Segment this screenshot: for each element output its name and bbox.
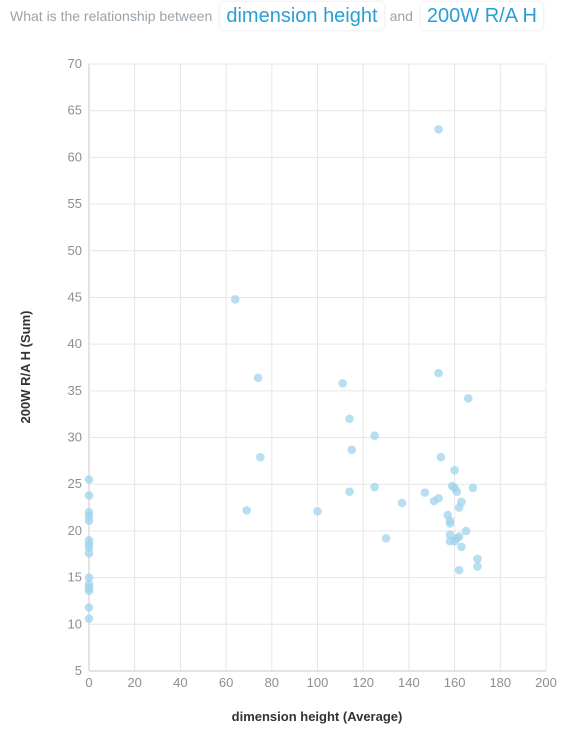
x-tick-label: 0: [85, 675, 92, 690]
data-point[interactable]: [464, 394, 473, 403]
data-point[interactable]: [457, 542, 466, 552]
y-tick-label: 5: [75, 663, 82, 678]
x-tick-label: 100: [307, 675, 329, 690]
data-point[interactable]: [338, 379, 347, 388]
data-point[interactable]: [242, 506, 251, 515]
x-field-selector[interactable]: dimension height: [220, 2, 384, 30]
y-tick-label: 15: [68, 570, 82, 585]
data-point[interactable]: [450, 465, 459, 475]
data-point[interactable]: [84, 586, 94, 595]
y-tick-label: 25: [68, 476, 82, 491]
data-point[interactable]: [256, 452, 265, 462]
data-point[interactable]: [436, 452, 446, 462]
question-bar: What is the relationship between dimensi…: [10, 0, 549, 32]
data-point[interactable]: [454, 532, 464, 541]
data-point[interactable]: [84, 516, 94, 525]
data-point[interactable]: [397, 498, 407, 508]
data-point[interactable]: [457, 497, 466, 507]
y-tick-label: 55: [68, 196, 82, 211]
y-tick-label: 35: [68, 383, 82, 398]
data-point[interactable]: [345, 414, 354, 424]
data-point[interactable]: [84, 573, 94, 582]
x-tick-label: 20: [127, 675, 141, 690]
data-point[interactable]: [84, 491, 94, 500]
x-tick-label: 60: [219, 675, 233, 690]
y-tick-label: 70: [68, 56, 82, 71]
data-point[interactable]: [345, 487, 354, 497]
y-tick-label: 30: [68, 430, 82, 445]
x-tick-label: 40: [173, 675, 187, 690]
y-tick-label: 20: [68, 523, 82, 538]
y-tick-label: 60: [68, 149, 82, 164]
data-point[interactable]: [347, 445, 357, 454]
data-point[interactable]: [313, 507, 322, 516]
data-point[interactable]: [434, 493, 443, 503]
data-point[interactable]: [468, 483, 478, 493]
data-point[interactable]: [84, 603, 94, 612]
x-axis-label: dimension height (Average): [232, 709, 403, 724]
x-tick-label: 80: [265, 675, 279, 690]
question-connector: and: [389, 8, 413, 24]
data-point[interactable]: [370, 431, 379, 440]
y-tick-label: 10: [68, 616, 82, 631]
data-point[interactable]: [473, 562, 482, 571]
x-tick-label: 120: [352, 675, 374, 690]
data-point[interactable]: [434, 368, 443, 378]
data-point[interactable]: [370, 482, 379, 492]
y-tick-label: 65: [68, 103, 82, 118]
data-point[interactable]: [473, 554, 482, 564]
y-tick-label: 40: [68, 336, 82, 351]
data-point[interactable]: [84, 549, 94, 558]
data-point[interactable]: [420, 488, 430, 497]
grid-lines: [88, 63, 547, 672]
y-axis-label: 200W R/A H (Sum): [18, 311, 33, 424]
y-tick-label: 50: [68, 243, 82, 258]
data-point[interactable]: [445, 519, 455, 528]
y-field-selector[interactable]: 200W R/A H: [420, 2, 543, 30]
x-tick-label: 160: [444, 675, 466, 690]
y-tick-label: 45: [68, 289, 82, 304]
x-tick-label: 200: [535, 675, 557, 690]
x-tick-label: 180: [489, 675, 511, 690]
data-points: [84, 125, 482, 624]
data-point[interactable]: [461, 526, 471, 536]
data-point[interactable]: [230, 295, 240, 304]
data-point[interactable]: [84, 614, 94, 624]
question-prefix: What is the relationship between: [10, 8, 213, 24]
data-point[interactable]: [434, 125, 443, 134]
axis-ticks: 0 20 40 60 80 100 120 140 160 180 200 5 10 15 20 25 30 35…: [68, 56, 557, 690]
x-tick-label: 140: [398, 675, 420, 690]
data-point[interactable]: [253, 373, 263, 383]
data-point[interactable]: [445, 530, 455, 539]
data-point[interactable]: [454, 565, 464, 575]
data-point[interactable]: [84, 475, 94, 484]
data-point[interactable]: [452, 487, 462, 497]
data-point[interactable]: [381, 534, 391, 543]
